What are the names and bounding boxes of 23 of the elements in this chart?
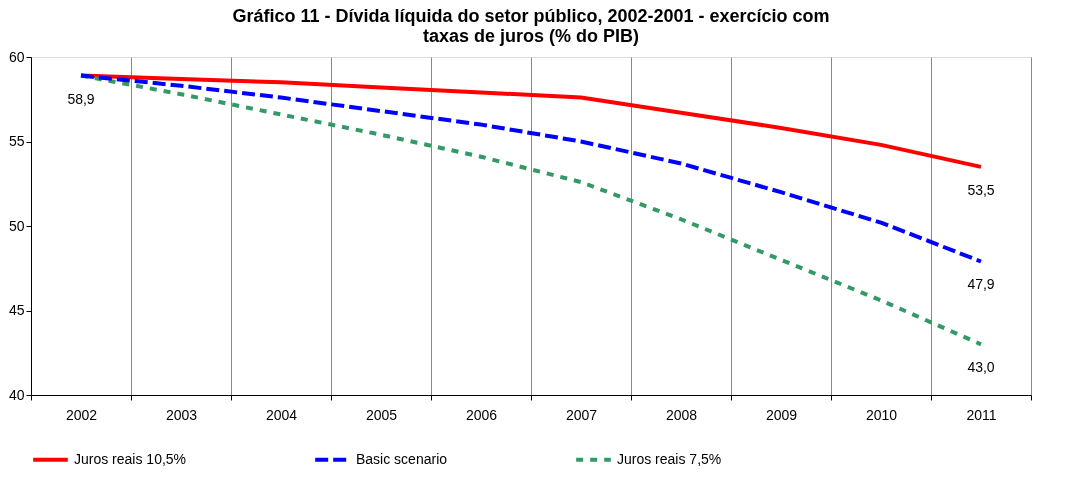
- legend-label: Juros reais 7,5%: [617, 450, 722, 467]
- chart-title: Gráfico 11 - Dívida líquida do setor público, 2002-2001 - exercício com taxas de juros (% do PIB): [232, 6, 830, 46]
- x-tick-label: 2008: [665, 406, 698, 423]
- x-tick-label: 2003: [165, 406, 198, 423]
- x-tick-label: 2011: [966, 406, 997, 423]
- legend-label: Juros reais 10,5%: [74, 450, 187, 467]
- x-tick-label: 2010: [865, 406, 898, 423]
- y-tick-label: 50: [8, 217, 25, 234]
- data-label: 43,0: [967, 359, 995, 376]
- data-label: 47,9: [967, 276, 995, 293]
- x-tick-label: 2007: [565, 406, 598, 423]
- x-tick-label: 2006: [465, 406, 498, 423]
- legend-label: Basic scenario: [356, 450, 448, 467]
- x-tick-label: 2005: [365, 406, 398, 423]
- x-tick-label: 2002: [65, 406, 98, 423]
- y-tick-label: 45: [8, 302, 25, 318]
- x-tick-label: 2009: [765, 406, 798, 423]
- data-label: 58,9: [67, 90, 95, 107]
- y-tick-label: 40: [8, 386, 25, 403]
- y-tick-label: 60: [8, 48, 25, 65]
- data-label: 53,5: [967, 181, 995, 198]
- x-tick-label: 2004: [265, 406, 298, 423]
- y-tick-label: 55: [8, 133, 25, 149]
